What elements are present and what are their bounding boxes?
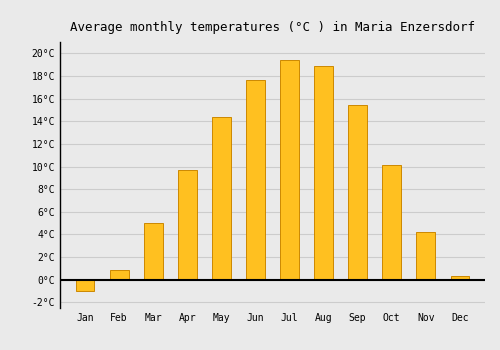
Bar (280, 60, 299, 280)
Bar (76, 280, 94, 291)
Bar (450, 276, 469, 280)
Bar (212, 117, 231, 280)
Bar (314, 66, 333, 280)
Bar (246, 80, 265, 280)
Bar (416, 232, 435, 280)
Bar (144, 223, 163, 280)
Bar (178, 170, 197, 280)
Bar (110, 270, 128, 280)
Title: Average monthly temperatures (°C ) in Maria Enzersdorf: Average monthly temperatures (°C ) in Ma… (70, 21, 475, 34)
Bar (382, 166, 401, 280)
Bar (348, 105, 367, 280)
